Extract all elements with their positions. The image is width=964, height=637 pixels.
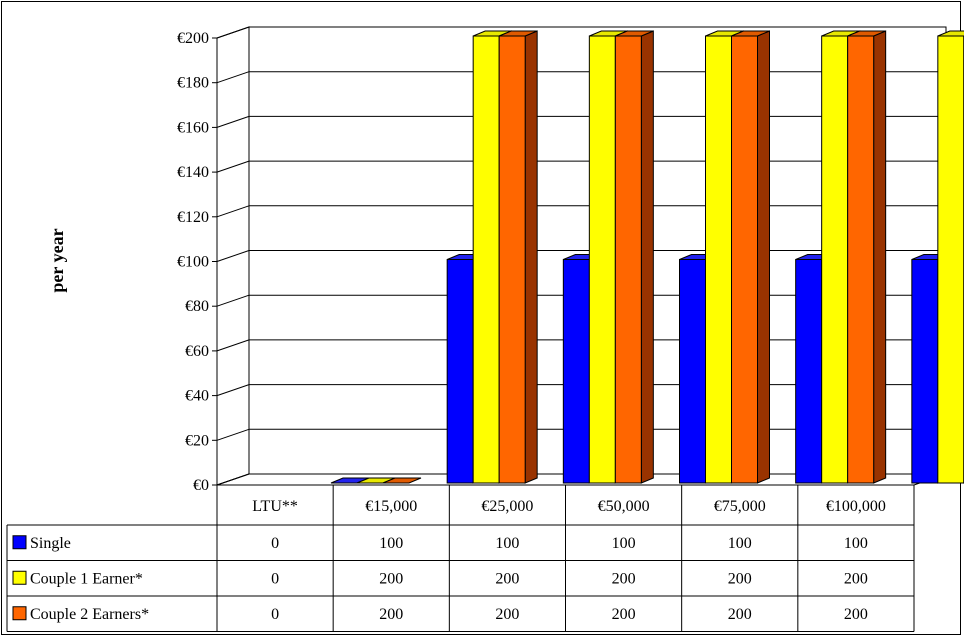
bar-front	[705, 35, 732, 484]
data-table-value: 0	[271, 606, 279, 623]
bar	[498, 30, 538, 484]
bar-front	[821, 35, 849, 484]
data-table-value: 100	[495, 535, 519, 552]
y-tick-label: €20	[185, 432, 209, 449]
bar-front	[472, 35, 500, 484]
gridline-side	[216, 250, 250, 262]
x-category-label: €100,000	[826, 498, 886, 515]
bar-front	[498, 35, 526, 484]
bar-top	[615, 30, 654, 37]
gridline-side	[216, 26, 250, 39]
gridline-side	[216, 205, 250, 218]
bar-side	[640, 30, 654, 484]
bar-front	[847, 35, 875, 484]
legend-label: Couple 1 Earner*	[30, 570, 143, 587]
bar-top	[382, 477, 422, 484]
data-table-value: 200	[612, 570, 636, 587]
x-category-label: €15,000	[365, 498, 417, 515]
data-table-value: 100	[612, 535, 636, 552]
y-tick-label: €120	[177, 209, 209, 226]
y-axis-label: per year	[47, 228, 67, 292]
bar-top	[937, 30, 964, 37]
y-tick-label: €140	[177, 164, 209, 181]
bar-front	[614, 35, 642, 484]
y-tick-label: €180	[177, 75, 209, 92]
bar-front	[679, 259, 706, 484]
data-table-value: 100	[379, 535, 403, 552]
gridline-side	[216, 339, 250, 352]
x-category-label: LTU**	[252, 498, 298, 515]
bar-front	[446, 259, 474, 484]
data-table-value: 200	[844, 570, 868, 587]
y-tick-label: €100	[177, 254, 209, 271]
bar	[937, 30, 964, 484]
bar-front	[795, 259, 823, 484]
bar-side	[873, 30, 887, 484]
y-tick-label: €160	[177, 119, 209, 136]
gridline-side	[216, 160, 250, 173]
bar-top	[847, 30, 886, 37]
x-category-label: €50,000	[598, 498, 650, 515]
data-table-value: 100	[728, 535, 752, 552]
bar-top	[731, 30, 770, 37]
legend-label: Single	[30, 535, 71, 552]
gridline-side	[216, 384, 250, 397]
bar-front	[562, 259, 590, 484]
bar-front	[911, 259, 939, 484]
bar-front	[731, 35, 758, 484]
gridline-side	[216, 473, 250, 486]
y-tick-label: €60	[185, 343, 209, 360]
bar	[382, 477, 422, 484]
legend-swatch	[12, 535, 27, 550]
bar-side	[757, 30, 770, 484]
data-table-value: 0	[271, 570, 279, 587]
data-table-value: 200	[495, 570, 519, 587]
gridline-side	[216, 71, 250, 84]
bar-side	[524, 30, 538, 484]
data-table-value: 200	[844, 606, 868, 623]
data-table-value: 0	[271, 535, 279, 552]
bar-front	[937, 35, 964, 484]
x-category-label: €25,000	[481, 498, 533, 515]
bar-top	[498, 30, 538, 37]
gridline-side	[216, 294, 250, 307]
bar	[847, 30, 887, 484]
bar	[614, 30, 654, 484]
legend-label: Couple 2 Earners*	[30, 606, 149, 623]
data-table-value: 100	[844, 535, 868, 552]
data-table-value: 200	[379, 606, 403, 623]
data-table-value: 200	[612, 606, 636, 623]
data-table-value: 200	[728, 570, 752, 587]
x-category-label: €75,000	[714, 498, 766, 515]
y-tick-label: €0	[193, 477, 209, 494]
y-tick-label: €40	[185, 388, 209, 405]
gridline-side	[216, 428, 250, 441]
bar-front	[588, 35, 616, 484]
gridline-side	[216, 115, 250, 128]
data-table-value: 200	[379, 570, 403, 587]
data-table-value: 200	[495, 606, 519, 623]
y-tick-label: €200	[177, 30, 209, 47]
data-table-value: 200	[728, 606, 752, 623]
bar	[731, 30, 770, 484]
legend-swatch	[12, 606, 27, 621]
legend-swatch	[12, 570, 27, 585]
y-tick-label: €80	[185, 298, 209, 315]
